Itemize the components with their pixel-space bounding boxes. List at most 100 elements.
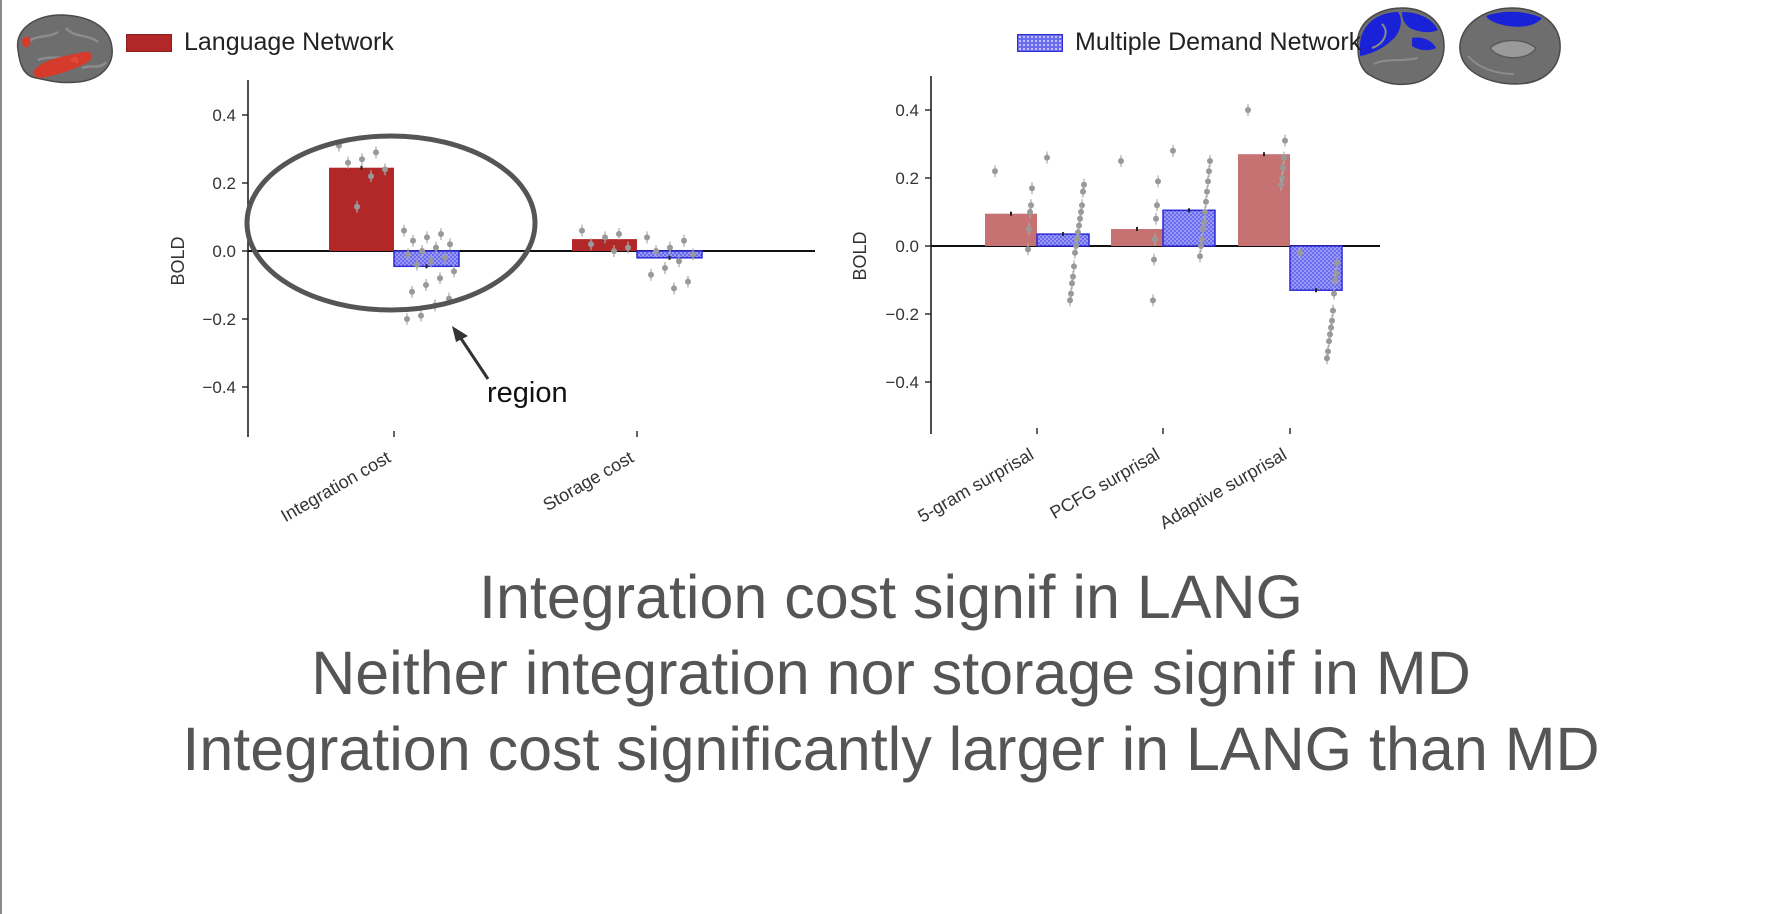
left-point bbox=[433, 244, 439, 251]
left-point bbox=[418, 312, 424, 319]
left-ytick-label: −0.4 bbox=[202, 378, 236, 397]
right-point bbox=[1327, 331, 1333, 338]
right-point bbox=[1078, 209, 1084, 215]
right-point bbox=[1204, 188, 1210, 195]
right-bar-1-0 bbox=[1111, 229, 1163, 246]
right-point bbox=[1331, 290, 1337, 297]
right-point bbox=[1077, 215, 1083, 222]
left-point bbox=[676, 258, 682, 265]
right-point bbox=[1202, 209, 1208, 215]
left-point bbox=[414, 261, 420, 268]
left-point bbox=[409, 288, 415, 295]
legend-md-label: Multiple Demand Network bbox=[1075, 28, 1362, 56]
right-point bbox=[1081, 181, 1087, 188]
right-point bbox=[1044, 154, 1050, 161]
right-point bbox=[1154, 202, 1160, 209]
right-point bbox=[1026, 226, 1032, 232]
right-point bbox=[1076, 222, 1082, 229]
right-point bbox=[1200, 226, 1206, 232]
right-ytick-label: 0.2 bbox=[895, 169, 919, 188]
arrow-head-icon bbox=[452, 326, 468, 342]
right-point bbox=[1067, 297, 1073, 304]
right-point bbox=[1324, 355, 1330, 362]
right-point bbox=[1027, 209, 1033, 215]
chart-integration-storage: 0.4 0.2 0.0 −0.2 −0.4 BOLD Integration cost Sto… bbox=[168, 80, 815, 526]
legend-md: Multiple Demand Network bbox=[1017, 28, 1361, 57]
left-point bbox=[382, 166, 388, 173]
left-point bbox=[442, 254, 448, 261]
chart-surprisal: 0.4 0.2 0.0 −0.2 −0.4 BOLD 5-gram surprisal PCF… bbox=[850, 76, 1380, 533]
slide-left-border bbox=[0, 0, 2, 914]
right-point bbox=[1118, 158, 1124, 164]
right-point bbox=[1071, 263, 1077, 270]
arrow-icon bbox=[456, 333, 490, 380]
right-point bbox=[1029, 185, 1035, 192]
right-xtick-label: PCFG surprisal bbox=[1046, 444, 1163, 523]
left-ytick-label: −0.2 bbox=[202, 310, 236, 329]
left-point bbox=[437, 275, 443, 282]
left-point bbox=[345, 159, 351, 166]
legend-language: Language Network bbox=[126, 28, 394, 57]
right-point bbox=[1328, 324, 1334, 331]
left-point bbox=[588, 241, 594, 248]
left-point bbox=[667, 244, 673, 251]
right-ylabel: BOLD bbox=[850, 231, 870, 280]
brain-lateral-blue-icon bbox=[1356, 7, 1445, 86]
right-point bbox=[1068, 290, 1074, 297]
left-point bbox=[690, 251, 696, 258]
left-point bbox=[671, 285, 677, 292]
caption-line-2: Neither integration nor storage signif i… bbox=[311, 639, 1471, 707]
left-point bbox=[616, 231, 622, 237]
left-point bbox=[419, 248, 425, 254]
right-xtick-label: 5-gram surprisal bbox=[914, 444, 1037, 526]
caption-line-1: Integration cost signif in LANG bbox=[479, 563, 1303, 631]
right-ytick-label: −0.4 bbox=[885, 373, 919, 392]
right-point bbox=[1334, 260, 1340, 266]
right-point bbox=[1201, 219, 1207, 226]
right-point bbox=[1151, 256, 1157, 263]
right-point bbox=[1245, 107, 1251, 113]
right-point bbox=[1207, 158, 1213, 164]
right-point bbox=[1332, 277, 1338, 283]
right-point bbox=[1333, 270, 1339, 277]
left-point bbox=[405, 251, 411, 258]
right-point bbox=[1072, 249, 1078, 256]
right-point bbox=[1325, 348, 1331, 355]
right-point bbox=[1279, 175, 1285, 181]
left-point bbox=[410, 237, 416, 244]
right-point bbox=[1198, 243, 1204, 249]
right-point bbox=[1197, 253, 1203, 260]
right-bar-1-1 bbox=[1162, 209, 1216, 247]
left-point bbox=[685, 278, 691, 285]
right-point bbox=[1153, 215, 1159, 222]
right-ytick-label: 0.0 bbox=[895, 237, 919, 256]
legend-language-swatch bbox=[126, 33, 172, 52]
left-point bbox=[625, 244, 631, 251]
legend-language-label: Language Network bbox=[184, 28, 394, 56]
right-point bbox=[1080, 188, 1086, 195]
left-ytick-label: 0.4 bbox=[212, 106, 236, 125]
annotation-ellipse bbox=[244, 133, 538, 313]
right-point bbox=[1280, 164, 1286, 171]
right-point bbox=[1297, 249, 1303, 256]
caption-line-3: Integration cost significantly larger in… bbox=[182, 715, 1600, 783]
right-point bbox=[1028, 202, 1034, 209]
right-point bbox=[1150, 297, 1156, 304]
left-xtick-label: Storage cost bbox=[539, 447, 637, 515]
right-point bbox=[1329, 317, 1335, 324]
left-point bbox=[611, 248, 617, 254]
right-xtick-label: Adaptive surprisal bbox=[1156, 444, 1290, 533]
left-point bbox=[602, 234, 608, 241]
left-point bbox=[451, 268, 457, 275]
right-point bbox=[1330, 307, 1336, 314]
right-point bbox=[1069, 280, 1075, 287]
right-point bbox=[1074, 236, 1080, 243]
right-ytick-label: −0.2 bbox=[885, 305, 919, 324]
right-point bbox=[1073, 243, 1079, 249]
left-point bbox=[447, 241, 453, 248]
left-bar-0-1 bbox=[393, 250, 460, 268]
right-point bbox=[1025, 246, 1031, 253]
left-point bbox=[424, 234, 430, 241]
left-bar-0-0 bbox=[329, 167, 394, 251]
left-point bbox=[644, 234, 650, 241]
